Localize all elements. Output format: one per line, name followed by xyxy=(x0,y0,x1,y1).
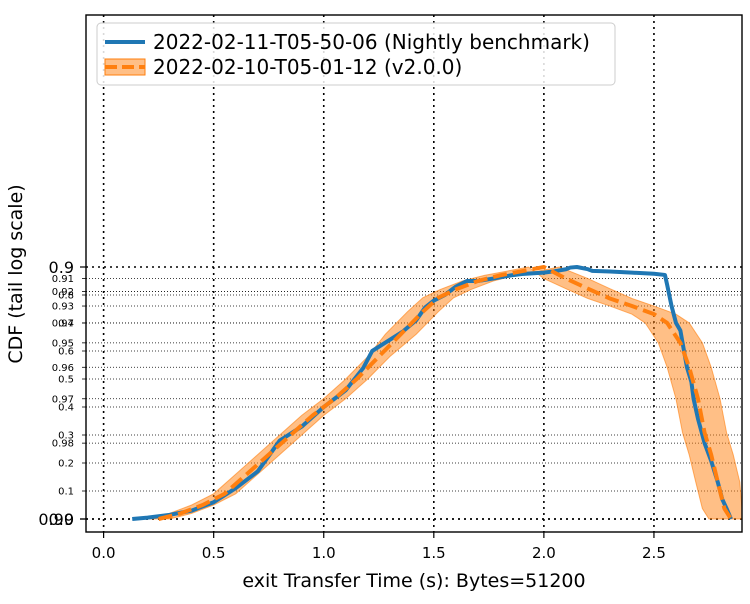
series-layer xyxy=(132,265,733,521)
y-tick-label-minor: 0.95 xyxy=(52,338,74,349)
y-tick-label-minor: 0.98 xyxy=(52,439,74,450)
y-tick-label-minor: 0.94 xyxy=(52,318,74,329)
y-tick-label-minor: 0.93 xyxy=(52,302,74,313)
grid-layer xyxy=(86,15,742,532)
y-axis-label: CDF (tail log scale) xyxy=(5,184,27,363)
series-2-line xyxy=(158,265,733,521)
x-axis-label: exit Transfer Time (s): Bytes=51200 xyxy=(242,570,585,592)
y-tick-label-minor: 0.1 xyxy=(58,487,74,498)
x-tick-label: 1.0 xyxy=(312,544,336,562)
y-tick-label-minor: 0.2 xyxy=(58,459,74,470)
y-tick-label-minor: 0.3 xyxy=(58,431,74,442)
legend-label-series-2: 2022-02-10-T05-01-12 (v2.0.0) xyxy=(153,55,462,79)
legend-box xyxy=(96,22,616,86)
x-tick-label: 0.5 xyxy=(202,544,226,562)
y-tick-label-minor: 0.5 xyxy=(58,375,74,386)
y-tick-label-major: 0.0 xyxy=(49,510,74,529)
y-tick-label-minor: 0.96 xyxy=(52,363,74,374)
y-tick-label-major: 0.9 xyxy=(49,258,74,277)
y-tick-label-minor: 0.7 xyxy=(58,319,74,330)
plot-frame xyxy=(85,14,743,533)
y-tick-label-minor: 0.6 xyxy=(58,347,74,358)
x-tick-label: 2.5 xyxy=(642,544,666,562)
y-tick-label-major: 0.99 xyxy=(38,510,74,529)
axis-layer: 0.0 0.5 1.0 1.5 2.0 2.5 0.0 0.9 0.99 0.1 0.2 0.3 0.4… xyxy=(38,14,743,562)
x-tick-label: 0.0 xyxy=(92,544,116,562)
x-tick-label: 2.0 xyxy=(532,544,556,562)
legend: 2022-02-11-T05-50-06 (Nightly benchmark)… xyxy=(96,22,616,86)
y-tick-label-minor: 0.92 xyxy=(52,287,74,298)
y-tick-label-minor: 0.91 xyxy=(52,274,74,285)
x-tick-label: 1.5 xyxy=(422,544,446,562)
y-tick-label-minor: 0.8 xyxy=(58,291,74,302)
legend-label-series-1: 2022-02-11-T05-50-06 (Nightly benchmark) xyxy=(153,30,590,54)
y-tick-label-minor: 0.97 xyxy=(52,394,74,405)
y-tick-label-minor: 0.4 xyxy=(58,403,74,414)
